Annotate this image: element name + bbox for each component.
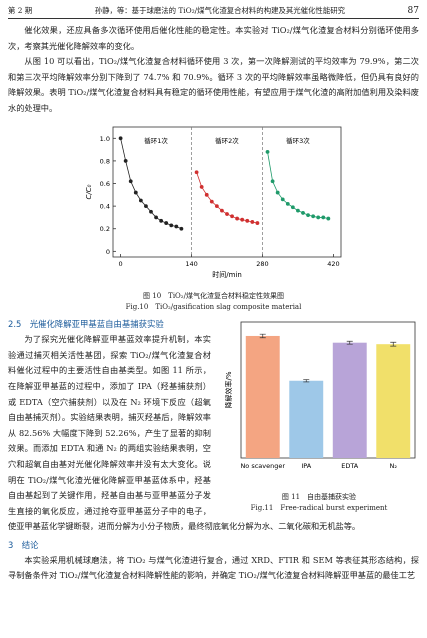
data-point [148,209,153,214]
data-point [219,208,224,213]
error-bar [390,342,397,347]
y-tick-label: 0.8 [99,157,109,165]
x-tick-label: 140 [185,260,197,268]
data-point [153,215,158,219]
x-tick-label: No scavenger [240,462,285,470]
data-point [255,220,259,225]
x-tick-label: 280 [256,260,268,268]
bar [332,342,367,459]
data-point [143,203,148,208]
data-point [118,135,122,140]
section-heading: 3 结论 [8,539,39,550]
figure: 0 0.2 0.4 0.6 0.8 1.0 0 140 280 420 循环1次 循环2次 循环3次时间… [8,121,419,314]
data-point [290,204,295,209]
y-axis-label: C/C₀ [85,184,93,199]
data-point [325,216,330,221]
annotation: 循环2次 [215,136,239,145]
data-point [270,178,274,183]
data-point [199,184,204,189]
data-point [168,223,173,227]
data-point [315,215,320,219]
section-heading: 2.5 光催化降解亚甲基蓝自由基捕获实验 [8,319,164,330]
caption: 图 10 TiO₂/煤气化渣复合材料稳定性效果图 [143,292,284,301]
data-point [133,190,138,195]
y-tick-label: 1.0 [99,134,109,142]
data-point [280,197,285,201]
data-point [300,210,305,215]
y-tick-label: 0.4 [99,202,109,210]
bar [376,344,411,459]
y-tick-label: 0 [105,247,109,255]
annotation: 循环1次 [144,136,168,145]
data-point [173,224,178,228]
data-point [194,169,198,174]
error-bar [346,341,353,345]
x-tick-label: 0 [118,260,122,268]
x-tick-label: 420 [327,260,339,268]
bar [289,380,324,459]
annotation: 循环3次 [286,136,310,145]
data-point [265,149,269,154]
data-point [285,201,290,206]
issue: 第 2 期 [8,6,33,15]
x-tick-label: N₂ [390,462,398,470]
data-point [158,218,163,223]
x-axis-label: 时间/min [212,270,242,279]
series-line [119,137,182,229]
data-point [204,192,209,197]
data-point [214,203,219,208]
paragraph: 为了探究光催化降解亚甲基蓝效率提升机制，本实验通过捕灭相关活性基团，探索 TiO… [8,334,361,532]
data-point [275,190,280,195]
paragraph: 本实验采用机械球磨法，将 TiO₂ 与煤气化渣进行复合，通过 XRD、FTIR … [8,554,419,581]
data-point [123,158,128,163]
x-tick-label: EDTA [341,462,359,470]
plot-frame [112,126,341,257]
data-point [209,199,214,204]
data-point [128,178,133,183]
y-tick-label: 0.6 [99,180,109,188]
figure: 降解效率/% No scavenger IPA EDTA N₂ 图 11 自由基捕获实验… [219,318,419,514]
error-bar [259,333,266,339]
caption: Fig.10 TiO₂/gasification slag composite … [125,303,302,312]
running-header: 第 2 期 孙静，等：基于球磨法的 TiO₂/煤气化渣复合材料的构建及其光催化性… [8,0,419,19]
data-point [163,220,168,225]
paragraph: 从图 10 可以看出，TiO₂/煤气化渣复合材料循环使用 3 次，第一次降解测试… [8,56,419,113]
chart: 0 0.2 0.4 0.6 0.8 1.0 0 140 280 420 循环1次 循环2次 循环3次时间… [85,126,341,279]
data-point [234,216,239,221]
caption: 图 11 自由基捕获实验 [281,492,357,501]
paragraph: 催化效果，还应具备多次循环使用后催化性能的稳定性。本实验对 TiO₂/煤气化渣复… [8,25,419,51]
x-tick-label: IPA [301,462,311,470]
caption: Fig.11 Free-radical burst experiment [250,503,388,512]
data-point [310,213,315,218]
series-line [266,151,328,219]
data-point [305,212,310,217]
data-point [229,213,234,218]
data-point [249,219,254,224]
y-tick-label: 0.2 [99,225,109,233]
chart: 降解效率/% No scavenger IPA EDTA N₂ [224,321,416,470]
data-point [244,218,249,223]
header-title: 孙静，等：基于球磨法的 TiO₂/煤气化渣复合材料的构建及其光催化性能研究 [94,6,345,15]
bar [245,336,280,459]
data-point [138,198,143,202]
data-point [224,211,229,216]
page-number: 87 [407,6,419,16]
data-point [239,217,244,222]
data-point [179,226,183,231]
data-point [295,208,300,213]
data-point [320,215,325,219]
y-axis-label: 降解效率/% [224,371,233,408]
error-bar [303,379,310,383]
plot-frame [240,321,416,459]
